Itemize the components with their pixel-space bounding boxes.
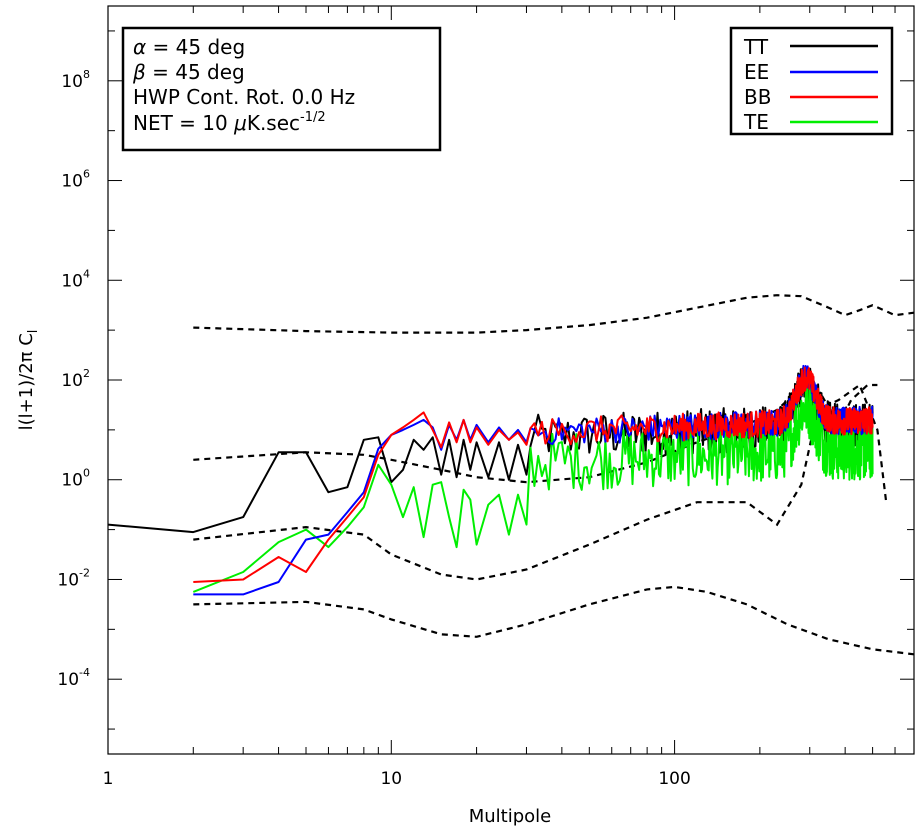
axis-tick-labels: 1 10 100 10-4 10-2 100 102 104 106 108 (57, 68, 690, 789)
annotation-hwp: HWP Cont. Rot. 0.0 Hz (133, 85, 355, 109)
legend-label-tt: TT (743, 35, 769, 59)
y-tick-label: 104 (61, 267, 90, 291)
y-tick-label: 102 (61, 367, 90, 391)
x-tick-label: 100 (658, 769, 690, 789)
axis-ticks (107, 6, 915, 754)
y-axis-title-main: l(l+1)/2π C (16, 333, 37, 430)
svg-text:l(l+1)/2π Cl: l(l+1)/2π Cl (16, 330, 41, 431)
y-tick-label: 100 (61, 467, 90, 491)
y-tick-label: 108 (61, 68, 90, 92)
x-tick-label: 1 (103, 769, 114, 789)
series-bb (193, 366, 874, 583)
legend-label-bb: BB (744, 85, 771, 109)
annotation-beta: β = 45 deg (132, 60, 245, 84)
plot-curves (108, 294, 914, 656)
y-axis-title-subscript: l (26, 330, 41, 334)
y-tick-label: 10-2 (57, 566, 90, 590)
reference-curve-2 (193, 383, 888, 581)
annotation-net: NET = 10 μK.sec-1/2 (133, 110, 326, 135)
y-axis-title: l(l+1)/2π Cl (16, 330, 41, 431)
x-tick-label: 10 (380, 769, 402, 789)
y-tick-label: 10-4 (57, 666, 90, 690)
series-te (192, 381, 874, 593)
y-tick-label: 106 (61, 168, 90, 192)
annotation-frame (121, 26, 442, 152)
reference-curve-0 (193, 294, 914, 334)
annotation-alpha: α = 45 deg (133, 35, 245, 59)
x-axis-title: Multipole (469, 806, 552, 827)
legend-label-ee: EE (744, 60, 769, 84)
legend-label-te: TE (743, 110, 769, 134)
annotation-box: α = 45 deg β = 45 deg HWP Cont. Rot. 0.0… (121, 26, 442, 152)
legend: TT EE BB TE (729, 26, 894, 136)
